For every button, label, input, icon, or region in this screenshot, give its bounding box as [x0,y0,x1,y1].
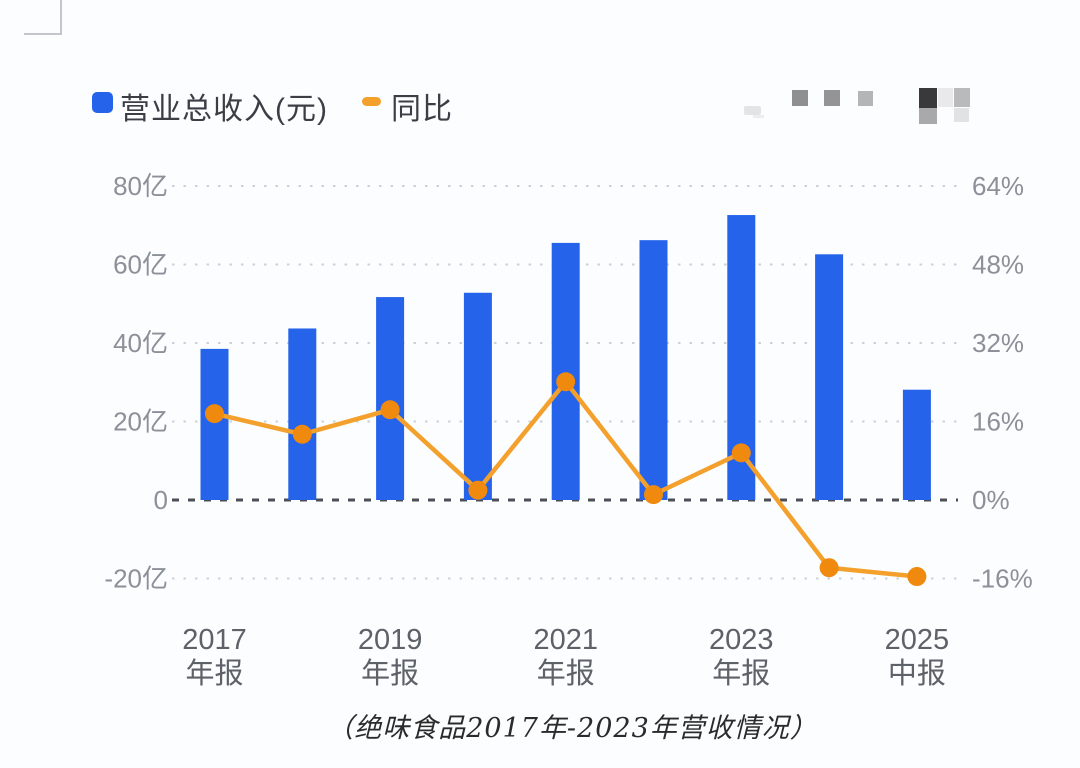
right-axis-tick-label: 0% [972,485,1010,515]
yoy-legend-label: 同比 [391,93,453,126]
revenue-bar [376,297,405,500]
revenue-legend-swatch-icon [92,92,113,113]
x-axis-tick-label: 年报 [185,657,243,690]
revenue-bar [815,254,844,500]
left-axis-tick-label: -20亿 [104,564,168,594]
yoy-marker [468,480,488,500]
x-axis-tick-label: 年报 [537,657,595,690]
blurred-app-square-icon [824,90,840,106]
blurred-watermark-mosaic-icon [919,88,971,125]
x-axis-tick-label: 2025 [885,624,950,656]
revenue-bar [551,242,580,500]
x-axis-tick-label: 2021 [533,624,598,656]
revenue-bar [902,389,931,500]
left-axis-tick-label: 80亿 [113,171,168,201]
yoy-marker [819,558,839,578]
yoy-marker [205,404,224,424]
x-axis-tick-label: 2017 [182,624,247,656]
revenue-bar [200,348,229,500]
chart-caption: （绝味食品2017年-2023年营收情况） [326,713,818,744]
page-corner-mark [24,33,62,35]
left-axis-tick-label: 20亿 [113,407,168,437]
page-corner-mark [60,0,62,34]
left-axis-tick-label: 0 [154,485,168,515]
yoy-marker [731,443,751,463]
yoy-marker [907,567,927,587]
right-axis-tick-label: -16% [972,564,1033,594]
x-axis-tick-label: 年报 [361,657,419,690]
yoy-legend-dash-icon [362,97,381,106]
x-axis-tick-label: 2019 [358,624,423,656]
x-axis-tick-label: 2023 [709,624,774,656]
right-axis-tick-label: 32% [972,328,1024,358]
revenue-bar [463,292,492,500]
yoy-marker [380,400,400,420]
yoy-marker [644,485,663,505]
right-axis-tick-label: 48% [972,250,1024,280]
yoy-marker [292,424,312,444]
revenue-bar [288,328,317,500]
right-axis-tick-label: 64% [972,171,1024,201]
left-axis-tick-label: 60亿 [113,250,168,280]
revenue-bar [639,240,668,501]
blurred-app-square-icon [858,91,873,106]
blurred-app-square-icon [792,90,808,106]
blurred-tooltip-icon [744,106,761,115]
x-axis-tick-label: 年报 [712,657,770,690]
left-axis-tick-label: 40亿 [113,328,168,358]
right-axis-tick-label: 16% [972,407,1024,437]
x-axis-tick-label: 中报 [888,657,946,690]
revenue-legend-label: 营业总收入(元) [120,93,328,126]
yoy-marker [556,372,576,392]
